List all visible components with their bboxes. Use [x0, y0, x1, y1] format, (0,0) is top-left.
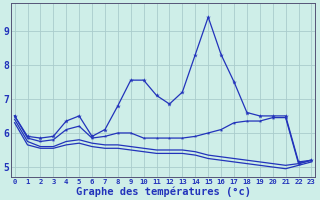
X-axis label: Graphe des températures (°c): Graphe des températures (°c) — [76, 186, 251, 197]
